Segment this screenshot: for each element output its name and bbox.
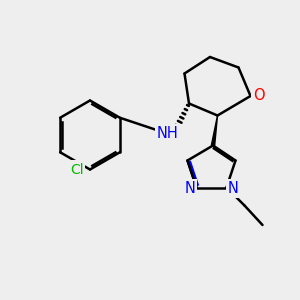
Polygon shape [212,116,218,146]
Text: NH: NH [157,126,179,141]
Text: O: O [253,88,265,104]
Text: N: N [228,181,239,196]
Text: N: N [184,181,195,196]
Text: Cl: Cl [70,163,83,176]
